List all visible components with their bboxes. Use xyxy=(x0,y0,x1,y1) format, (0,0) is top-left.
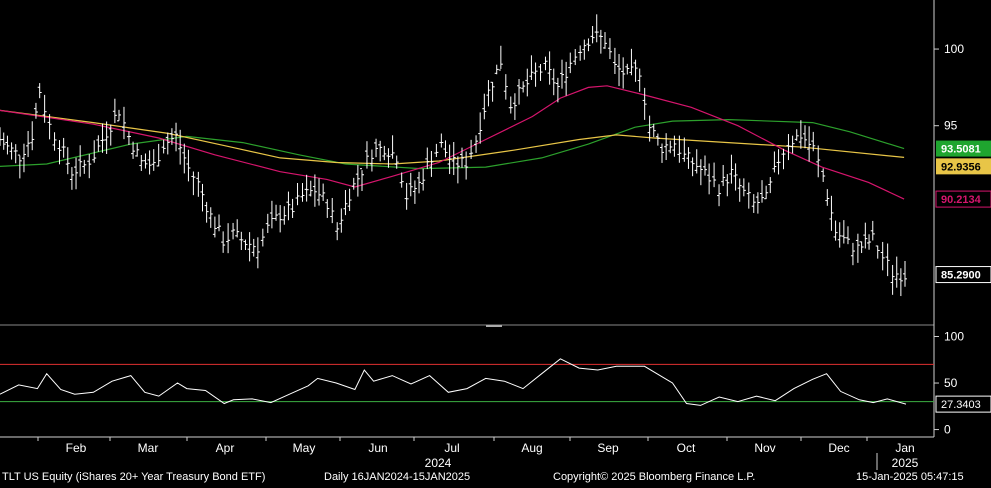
year-label: 2024 xyxy=(425,456,452,470)
ma-tag-green-box xyxy=(936,140,991,157)
month-label: Oct xyxy=(677,441,696,455)
y-tick-label: 95 xyxy=(944,119,958,133)
timestamp: 15-Jan-2025 05:47:15 xyxy=(856,471,964,483)
month-label: May xyxy=(293,441,316,455)
month-label: Dec xyxy=(828,441,849,455)
ma-tag-yellow-box xyxy=(936,158,991,175)
month-label: Nov xyxy=(754,441,775,455)
ma-tag-yellow-label: 92.9356 xyxy=(941,161,981,173)
month-label: Jun xyxy=(368,441,387,455)
osc-last-value-label: 27.3403 xyxy=(941,399,981,411)
chart-canvas: 100 95 100 50 0 Feb Mar Apr May Jun Jul Aug Sep Oct No… xyxy=(0,0,991,470)
month-label: Sep xyxy=(597,441,619,455)
ma-tag-pink-box xyxy=(935,190,991,208)
osc-tick-label: 0 xyxy=(944,423,951,437)
date-range: Daily 16JAN2024-15JAN2025 xyxy=(324,471,471,483)
copyright-text: Copyright© 2025 Bloomberg Finance L.P. xyxy=(553,471,756,483)
month-label: Mar xyxy=(138,441,159,455)
osc-last-value-box xyxy=(935,395,991,413)
ohlc-bars xyxy=(0,14,907,297)
ma-tag-pink-label: 90.2134 xyxy=(941,194,982,206)
moving-average-line-2 xyxy=(0,109,905,165)
month-label: Jan xyxy=(895,441,914,455)
osc-tick-label: 100 xyxy=(944,330,964,344)
ma-tag-green-label: 93.5081 xyxy=(941,144,981,156)
oscillator-line xyxy=(0,358,907,406)
last-price-tag-box xyxy=(935,266,991,284)
month-label: Apr xyxy=(216,441,235,455)
y-tick-label: 100 xyxy=(944,42,964,56)
month-label: Feb xyxy=(66,441,87,455)
month-label: Aug xyxy=(521,441,542,455)
moving-average-line-3 xyxy=(0,85,905,200)
month-label: Jul xyxy=(444,441,459,455)
osc-tick-label: 50 xyxy=(944,376,958,390)
year-label: 2025 xyxy=(892,456,919,470)
last-price-tag-label: 85.2900 xyxy=(941,270,981,282)
chart-footer: TLT US Equity (iShares 20+ Year Treasury… xyxy=(0,470,991,488)
security-name: TLT US Equity (iShares 20+ Year Treasury… xyxy=(2,471,266,483)
